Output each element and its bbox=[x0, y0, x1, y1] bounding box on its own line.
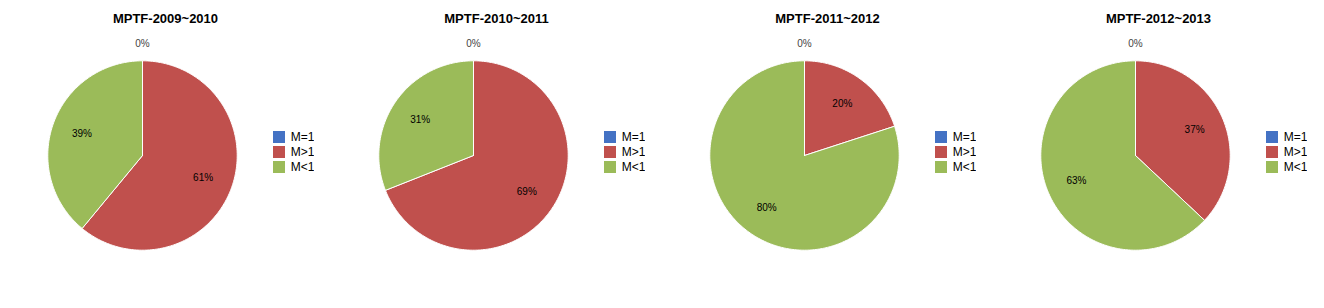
svg-text:0%: 0% bbox=[1128, 38, 1143, 49]
html-text:MPTF-2011~2012: MPTF-2011~2012 bbox=[775, 11, 880, 26]
svg-text:80%: 80% bbox=[756, 202, 776, 213]
svg-text:37%: 37% bbox=[1184, 124, 1204, 135]
svg-text:0%: 0% bbox=[797, 38, 812, 49]
html-text:M>1: M>1 bbox=[1283, 144, 1308, 159]
html-text:M<1: M<1 bbox=[290, 159, 315, 174]
html-text:MPTF-2012~2013: MPTF-2012~2013 bbox=[1105, 11, 1212, 26]
html-text:M<1: M<1 bbox=[1283, 159, 1308, 174]
svg-text:69%: 69% bbox=[516, 186, 536, 197]
html-text:M=1: M=1 bbox=[952, 129, 977, 144]
svg-text:20%: 20% bbox=[832, 98, 852, 109]
html-text:MPTF-2010~2011: MPTF-2010~2011 bbox=[444, 11, 549, 26]
svg-text:39%: 39% bbox=[72, 128, 92, 139]
html-text:M=1: M=1 bbox=[1283, 129, 1308, 144]
html-text:M>1: M>1 bbox=[290, 144, 315, 159]
svg-text:61%: 61% bbox=[193, 172, 213, 183]
html-text:M>1: M>1 bbox=[621, 144, 646, 159]
svg-text:63%: 63% bbox=[1066, 175, 1086, 186]
html-text:M=1: M=1 bbox=[621, 129, 646, 144]
html-text:M<1: M<1 bbox=[952, 159, 977, 174]
svg-text:31%: 31% bbox=[410, 114, 430, 125]
html-text:M<1: M<1 bbox=[621, 159, 646, 174]
html-text:MPTF-2009~2010: MPTF-2009~2010 bbox=[112, 11, 219, 26]
html-text:M>1: M>1 bbox=[952, 144, 977, 159]
svg-text:0%: 0% bbox=[135, 38, 150, 49]
svg-text:0%: 0% bbox=[466, 38, 481, 49]
html-text:M=1: M=1 bbox=[290, 129, 315, 144]
